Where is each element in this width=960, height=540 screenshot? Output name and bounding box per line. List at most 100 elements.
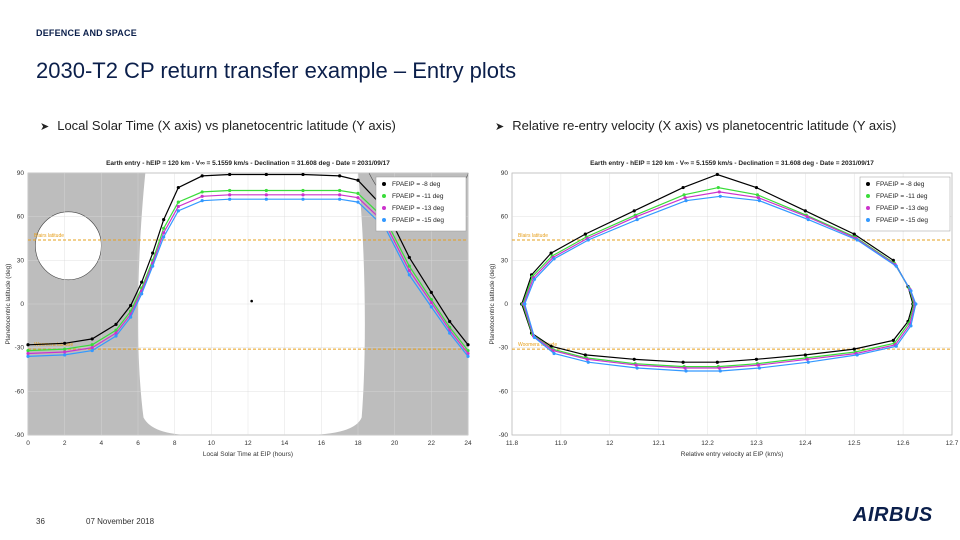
data-point bbox=[803, 353, 807, 357]
data-point bbox=[176, 204, 180, 209]
data-point bbox=[914, 302, 918, 306]
data-point bbox=[228, 172, 232, 177]
x-tick-label: 16 bbox=[318, 440, 326, 447]
data-point bbox=[356, 200, 360, 204]
reference-line-label: Blairs latitude bbox=[518, 233, 548, 239]
legend-label: FPAEIP = -15 deg bbox=[392, 217, 444, 224]
data-point bbox=[583, 353, 587, 357]
data-point bbox=[448, 331, 452, 335]
data-point bbox=[466, 351, 470, 356]
data-point bbox=[356, 178, 360, 182]
data-point bbox=[63, 353, 67, 357]
data-point bbox=[26, 351, 30, 356]
data-point bbox=[756, 196, 760, 200]
subsolar-point bbox=[250, 299, 253, 303]
legend-marker bbox=[866, 182, 870, 186]
data-point bbox=[407, 264, 411, 268]
y-tick-label: 30 bbox=[17, 257, 25, 264]
x-tick-label: 2 bbox=[63, 440, 67, 447]
x-tick-label: 6 bbox=[136, 440, 140, 447]
data-point bbox=[756, 363, 760, 367]
data-point bbox=[301, 172, 305, 177]
data-point bbox=[635, 366, 639, 370]
data-point bbox=[200, 174, 204, 178]
y-tick-label: -90 bbox=[499, 432, 509, 439]
data-point bbox=[140, 292, 144, 296]
data-point bbox=[338, 193, 342, 197]
data-point bbox=[90, 337, 94, 341]
data-point bbox=[129, 315, 133, 319]
data-point bbox=[90, 343, 94, 347]
data-point bbox=[301, 188, 305, 193]
legend-marker bbox=[866, 206, 870, 210]
y-tick-label: -60 bbox=[499, 388, 509, 395]
data-point bbox=[448, 319, 452, 324]
data-point bbox=[682, 193, 686, 197]
data-point bbox=[114, 334, 118, 338]
y-tick-label: 60 bbox=[17, 214, 25, 221]
data-point bbox=[200, 190, 204, 194]
x-tick-label: 20 bbox=[391, 440, 399, 447]
data-point bbox=[228, 193, 232, 197]
data-point bbox=[806, 217, 810, 222]
bullet-left-text: Local Solar Time (X axis) vs planetocent… bbox=[57, 118, 396, 133]
data-point bbox=[681, 360, 685, 364]
data-point bbox=[552, 351, 556, 356]
x-tick-label: 12 bbox=[606, 440, 614, 447]
data-point bbox=[715, 360, 719, 364]
data-point bbox=[63, 350, 67, 354]
legend bbox=[375, 176, 467, 232]
data-point bbox=[151, 264, 155, 268]
x-tick-label: 24 bbox=[464, 440, 472, 447]
data-point bbox=[757, 199, 761, 203]
legend-label: FPAEIP = -8 deg bbox=[876, 181, 925, 188]
data-point bbox=[806, 360, 810, 364]
data-point bbox=[176, 200, 180, 204]
y-axis-label: Planetocentric latitude (deg) bbox=[489, 264, 496, 345]
data-point bbox=[407, 268, 411, 273]
y-tick-label: -60 bbox=[15, 388, 25, 395]
data-point bbox=[684, 199, 688, 203]
data-point bbox=[684, 369, 688, 373]
chart-title: Earth entry - hEIP = 120 km - V∞ = 5.155… bbox=[106, 160, 390, 167]
bullet-left: ➤ Local Solar Time (X axis) vs planetocen… bbox=[40, 118, 396, 133]
data-point bbox=[26, 348, 30, 353]
x-tick-label: 12.4 bbox=[799, 440, 812, 447]
bullet-right: ➤ Relative re-entry velocity (X axis) vs … bbox=[495, 118, 896, 133]
data-point bbox=[852, 347, 856, 351]
reference-line-label: Blairs latitude bbox=[34, 233, 64, 239]
legend-label: FPAEIP = -13 deg bbox=[392, 205, 444, 212]
legend-label: FPAEIP = -11 deg bbox=[876, 193, 928, 200]
y-tick-label: 30 bbox=[501, 257, 509, 264]
data-point bbox=[228, 197, 232, 201]
legend-marker bbox=[866, 194, 870, 198]
bullet-right-text: Relative re-entry velocity (X axis) vs p… bbox=[512, 118, 897, 133]
data-point bbox=[63, 347, 67, 351]
data-point bbox=[162, 231, 166, 235]
data-point bbox=[532, 335, 537, 340]
data-point bbox=[891, 258, 895, 262]
y-tick-label: 0 bbox=[504, 301, 508, 308]
x-tick-label: 14 bbox=[281, 440, 289, 447]
data-point bbox=[264, 172, 268, 177]
data-point bbox=[228, 188, 232, 193]
data-point bbox=[632, 357, 636, 361]
chart-local-solar-time: Earth entry - hEIP = 120 km - V∞ = 5.155… bbox=[5, 160, 472, 458]
arrow-bullet-icon: ➤ bbox=[495, 121, 505, 133]
data-point bbox=[466, 354, 470, 358]
data-point bbox=[140, 280, 144, 284]
series-line bbox=[27, 198, 469, 357]
legend-label: FPAEIP = -8 deg bbox=[392, 181, 441, 188]
x-tick-label: 12.6 bbox=[897, 440, 910, 447]
data-point bbox=[264, 197, 268, 201]
data-point bbox=[466, 348, 470, 353]
data-point bbox=[681, 185, 685, 190]
arrow-bullet-icon: ➤ bbox=[40, 121, 50, 133]
data-point bbox=[635, 217, 639, 222]
y-tick-label: -30 bbox=[15, 345, 25, 352]
data-point bbox=[466, 343, 470, 347]
series-line bbox=[27, 194, 469, 355]
data-point bbox=[200, 199, 204, 203]
reference-line-label: Woomera latitude bbox=[518, 342, 557, 348]
x-tick-label: 12.1 bbox=[652, 440, 665, 447]
